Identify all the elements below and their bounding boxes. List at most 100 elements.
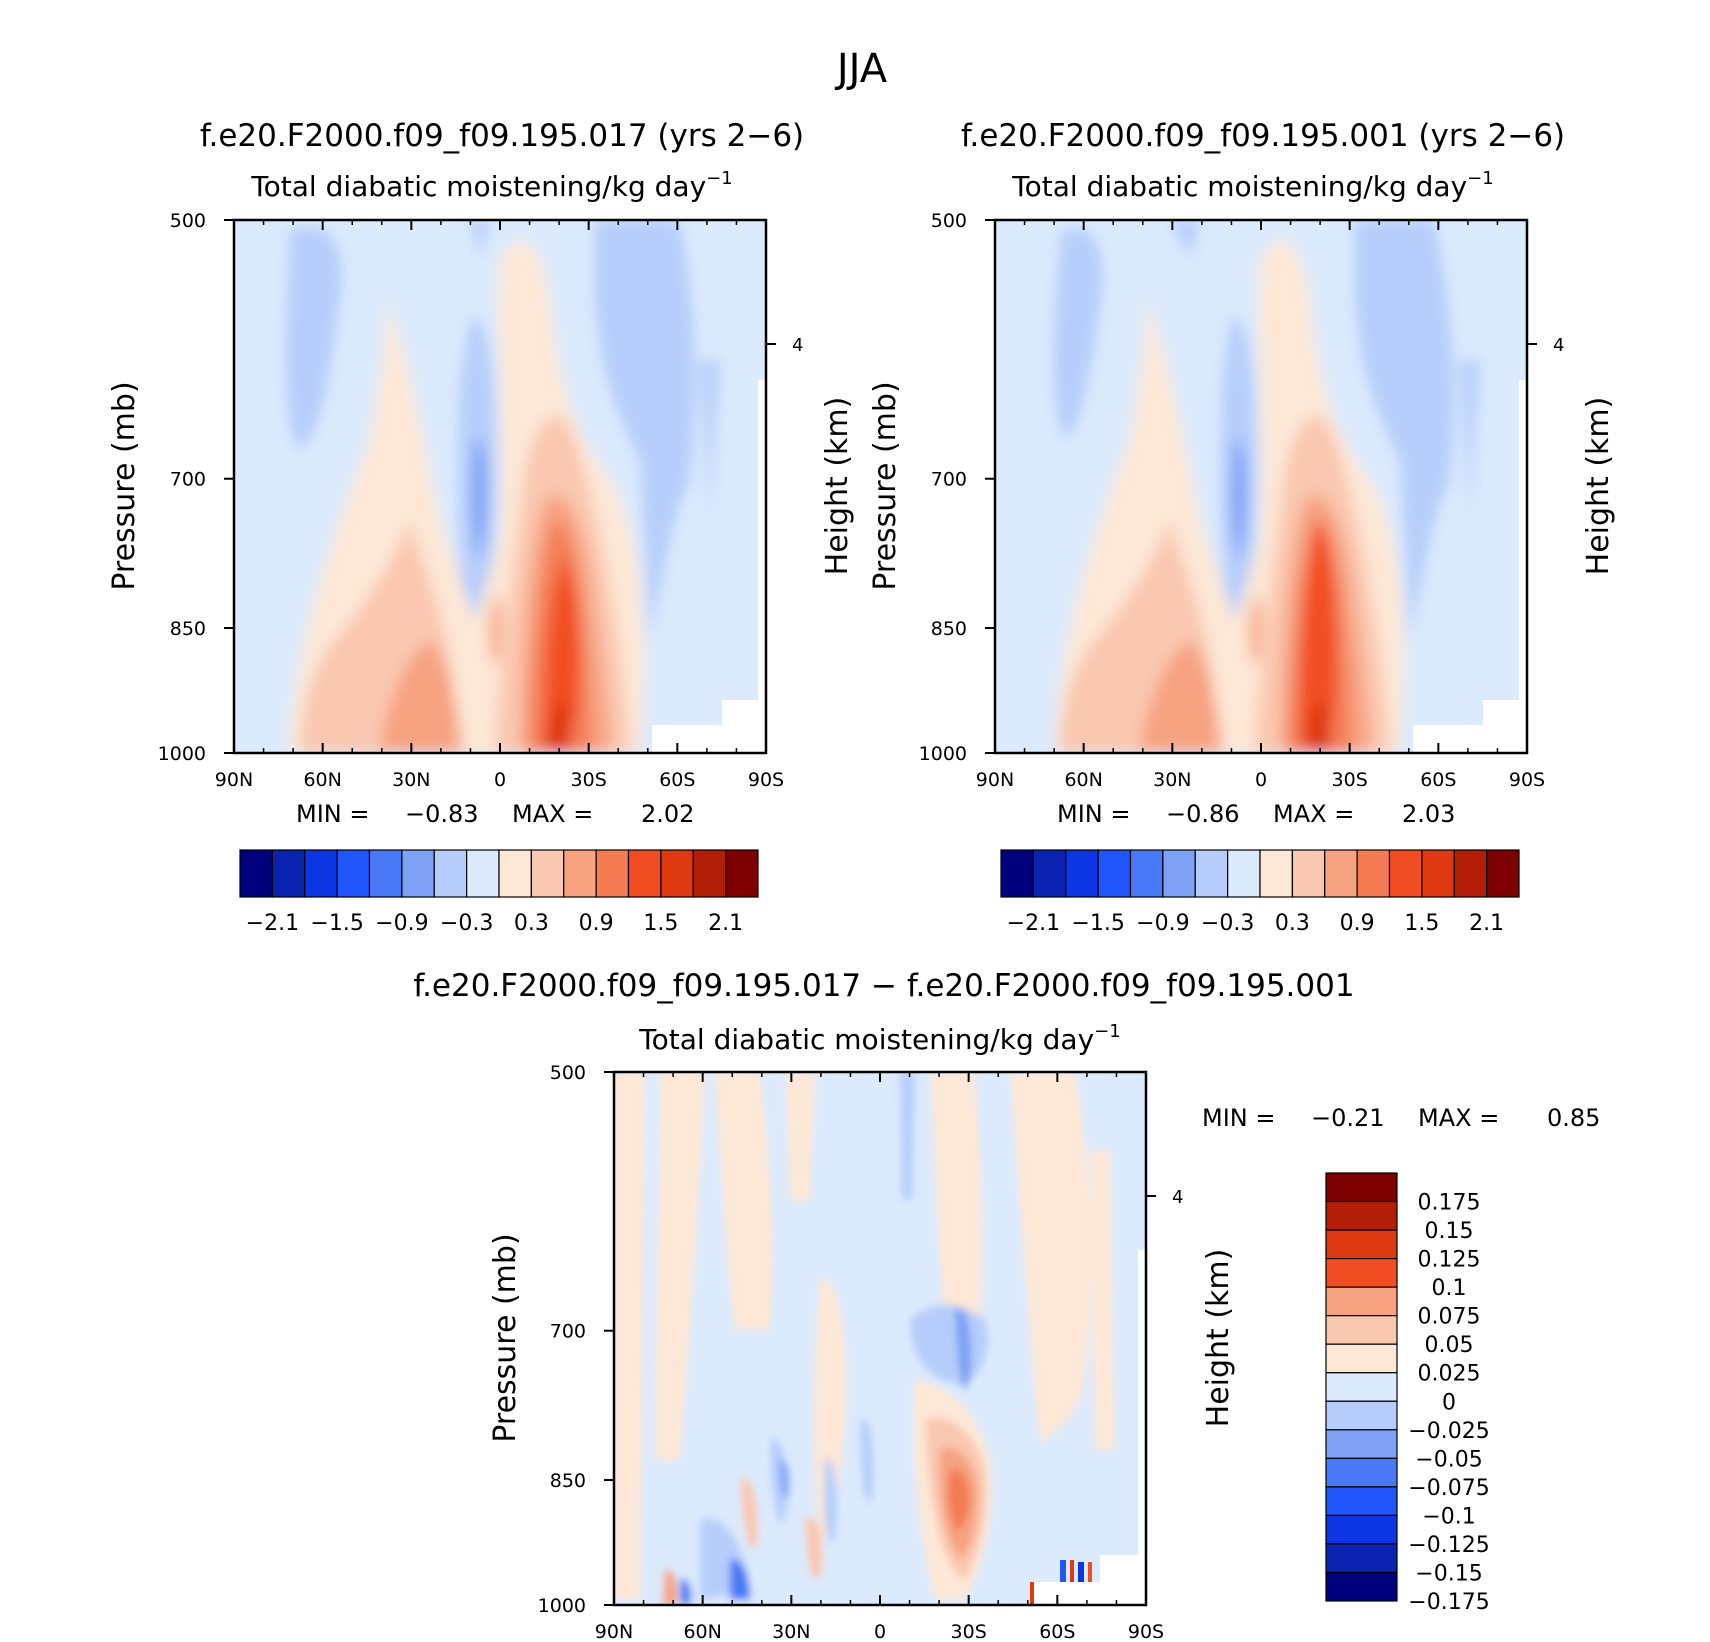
colorbar-label: 0.025 [1418, 1362, 1481, 1387]
y-tick-label: 850 [170, 618, 206, 640]
colorbar-label: 0.15 [1425, 1219, 1474, 1244]
colorbar-swatch [1032, 849, 1067, 898]
panel-diff-ylabel: Pressure (mb) [488, 1233, 523, 1442]
colorbar-swatch [1388, 849, 1423, 898]
stat-max-label: MAX = [512, 800, 593, 828]
colorbar-swatch [1325, 1257, 1398, 1288]
colorbar-swatch [1325, 1543, 1398, 1574]
x-tick-label: 0 [1255, 769, 1267, 791]
x-tick-label: 60S [659, 769, 695, 791]
colorbar-label: 2.1 [1469, 911, 1504, 936]
colorbar-label: 2.1 [708, 911, 743, 936]
colorbar-label: −0.9 [375, 911, 428, 936]
colorbar-swatch [433, 849, 468, 898]
stat-min-label: MIN = [296, 800, 369, 828]
colorbar-label: −2.1 [1007, 911, 1060, 936]
x-tick-label: 0 [874, 1621, 886, 1642]
panel-left-field [234, 220, 766, 753]
colorbar-swatch [1356, 849, 1391, 898]
colorbar-swatch [627, 849, 662, 898]
stat-max-value: 0.85 [1547, 1104, 1600, 1132]
height-tick-label: 4 [792, 335, 803, 356]
x-tick-label: 30S [1332, 769, 1368, 791]
colorbar-label: 0.3 [514, 911, 549, 936]
colorbar-swatch [1325, 1200, 1398, 1231]
stat-min-value: −0.21 [1311, 1104, 1385, 1132]
x-tick-label: 90N [976, 769, 1014, 791]
colorbar-swatch [563, 849, 597, 898]
colorbar-swatch [530, 849, 565, 898]
colorbar-label: −0.15 [1415, 1561, 1482, 1586]
colorbar-label: 0.175 [1418, 1191, 1481, 1216]
y-tick-label: 500 [170, 210, 206, 232]
panel-right-field [995, 220, 1527, 753]
colorbar-label: 0 [1442, 1390, 1456, 1415]
x-tick-label: 60S [1420, 769, 1456, 791]
colorbar-swatch [466, 849, 500, 898]
colorbar-swatch [1325, 1400, 1398, 1431]
colorbar-swatch [1453, 849, 1488, 898]
panel-right-colorbar: −2.1 −1.5 −0.9 −0.3 0.3 0.9 1.5 2.1 [1000, 849, 1520, 936]
colorbar-swatch [1325, 1486, 1398, 1517]
panel-left: f.e20.F2000.f09_f09.195.017 (yrs 2−6) To… [107, 118, 855, 936]
colorbar-swatch [1325, 1571, 1398, 1602]
colorbar-swatch [1325, 1343, 1398, 1374]
panel-left-title: f.e20.F2000.f09_f09.195.017 (yrs 2−6) [200, 118, 804, 154]
colorbar-swatch [239, 849, 273, 898]
colorbar-label: −0.3 [1201, 911, 1254, 936]
colorbar-swatch [595, 849, 630, 898]
panel-diff-subtitle: Total diabatic moistening/kg day−1 [638, 1021, 1120, 1056]
colorbar-swatch [498, 849, 532, 898]
x-tick-label: 30S [951, 1621, 987, 1642]
panel-right-subtitle: Total diabatic moistening/kg day−1 [1011, 168, 1493, 203]
colorbar-label: 0.05 [1425, 1333, 1474, 1358]
y-tick-label: 1000 [919, 743, 967, 765]
panel-diff-stats: MIN = −0.21 MAX = 0.85 [1202, 1104, 1600, 1132]
x-tick-label: 90S [1128, 1621, 1164, 1642]
colorbar-swatch [1325, 1457, 1398, 1488]
x-tick-label: 30S [571, 769, 607, 791]
colorbar-label: −0.05 [1415, 1447, 1482, 1472]
colorbar-label: −0.075 [1408, 1476, 1489, 1501]
colorbar-swatch [1097, 849, 1132, 898]
colorbar-label: 1.5 [643, 911, 678, 936]
stat-min-label: MIN = [1057, 800, 1130, 828]
panel-right-y2label: Height (km) [1581, 397, 1616, 576]
panel-diff: f.e20.F2000.f09_f09.195.017 − f.e20.F200… [413, 968, 1600, 1642]
colorbar-swatch [304, 849, 338, 898]
x-tick-label: 60N [1064, 769, 1102, 791]
panel-right-title: f.e20.F2000.f09_f09.195.001 (yrs 2−6) [961, 118, 1565, 154]
panel-left-subtitle: Total diabatic moistening/kg day−1 [250, 168, 732, 203]
x-tick-label: 90S [748, 769, 784, 791]
stat-min-value: −0.83 [405, 800, 479, 828]
colorbar-label: −0.175 [1408, 1590, 1489, 1615]
x-tick-label: 30N [392, 769, 430, 791]
y-tick-label: 700 [550, 1321, 586, 1343]
colorbar-swatch [725, 849, 759, 898]
colorbar-swatch [368, 849, 403, 898]
panel-diff-field [614, 1072, 1146, 1605]
colorbar-swatch [1486, 849, 1520, 898]
colorbar-swatch [1325, 1514, 1398, 1545]
colorbar-swatch [1194, 849, 1229, 898]
panel-left-height-tick: 4 [766, 335, 803, 356]
panel-right-height-tick: 4 [1527, 335, 1564, 356]
panel-right-x-ticks: 90N 60N 30N 0 30S 60S 90S [976, 220, 1545, 791]
colorbar-label: −0.1 [1422, 1504, 1475, 1529]
y-tick-label: 700 [931, 469, 967, 491]
colorbar-swatch [692, 849, 727, 898]
stat-max-value: 2.03 [1402, 800, 1455, 828]
panel-right: f.e20.F2000.f09_f09.195.001 (yrs 2−6) To… [868, 118, 1616, 936]
colorbar-label: −2.1 [246, 911, 299, 936]
colorbar-label: 0.075 [1418, 1305, 1481, 1330]
colorbar-swatch [336, 849, 371, 898]
colorbar-swatch [1325, 1429, 1398, 1459]
colorbar-swatch [1325, 1315, 1398, 1345]
colorbar-label: 0.9 [579, 911, 614, 936]
colorbar-label: −0.025 [1408, 1419, 1489, 1444]
panel-left-x-ticks: 90N 60N 30N 0 30S 60S 90S [215, 220, 784, 791]
colorbar-swatch [1259, 849, 1293, 898]
colorbar-swatch [401, 849, 435, 898]
height-tick-label: 4 [1553, 335, 1564, 356]
